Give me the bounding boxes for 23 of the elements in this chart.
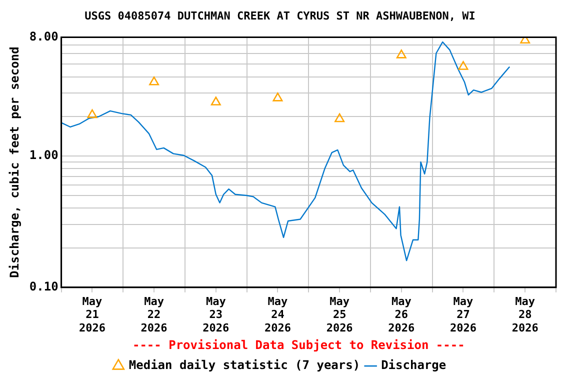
x-tick-label: May 23 2026 (202, 294, 230, 334)
x-tick-label: May 24 2026 (264, 294, 292, 334)
x-tick-label: May 22 2026 (140, 294, 168, 334)
y-tick-label: 1.00 (29, 148, 58, 162)
x-tick-label: May 27 2026 (450, 294, 477, 334)
y-axis-title: Discharge, cubic feet per second (7, 46, 22, 278)
chart-title: USGS 04085074 DUTCHMAN CREEK AT CYRUS ST NR ASHWAUBENON, WI (84, 9, 476, 22)
x-tick-label: May 28 2026 (512, 294, 539, 334)
point (272, 92, 283, 102)
point (87, 109, 98, 118)
y-tick-label: 8.00 (29, 29, 58, 44)
text: ---- Provisional Data Subject to Revision ---- (132, 338, 465, 352)
legend-label: Discharge (381, 358, 446, 372)
x-tick-label: May 25 2026 (326, 294, 354, 334)
point (149, 76, 160, 86)
y-tick-label: 0.10 (29, 280, 58, 294)
point (334, 113, 345, 122)
point (210, 96, 221, 106)
point (458, 61, 468, 70)
legend-label: Median daily statistic (7 years) (128, 358, 360, 372)
point (396, 50, 406, 58)
x-tick-label: May 26 2026 (388, 294, 416, 334)
x-tick-label: May 21 2026 (78, 294, 106, 334)
